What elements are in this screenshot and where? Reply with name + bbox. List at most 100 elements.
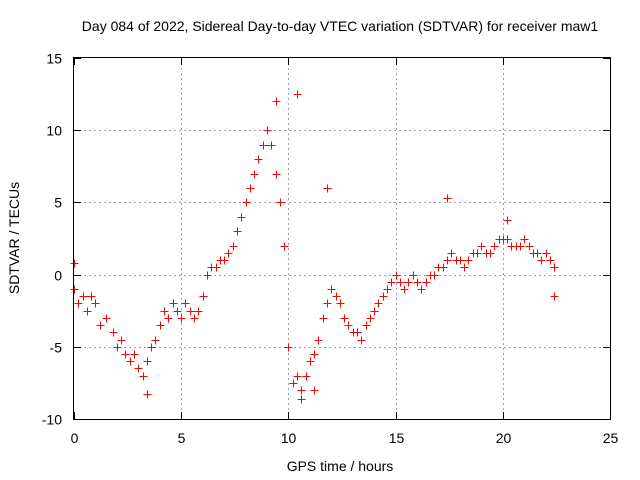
data-point: [293, 372, 302, 381]
data-point: [464, 256, 473, 265]
data-point: [400, 285, 409, 294]
data-point: [422, 278, 431, 287]
y-tick-label: 10: [46, 123, 62, 139]
data-point: [203, 271, 212, 280]
data-point: [233, 227, 242, 236]
data-point: [332, 292, 341, 301]
data-point: [404, 278, 413, 287]
data-point: [306, 357, 315, 366]
data-point: [537, 256, 546, 265]
data-point: [173, 307, 182, 316]
data-point: [263, 126, 272, 135]
data-point: [383, 285, 392, 294]
data-point: [516, 242, 525, 251]
data-point: [525, 242, 534, 251]
data-point: [490, 242, 499, 251]
data-point: [194, 307, 203, 316]
data-point: [74, 299, 83, 308]
data-point: [473, 249, 482, 258]
data-point: [379, 292, 388, 301]
x-tick-label: 25: [603, 430, 619, 446]
data-point: [164, 314, 173, 323]
data-point: [70, 285, 79, 294]
data-point: [212, 263, 221, 272]
x-tick-label: 10: [281, 430, 297, 446]
data-point: [310, 386, 319, 395]
x-tick-label: 15: [389, 430, 405, 446]
data-point: [190, 314, 199, 323]
y-tick-label: 5: [54, 195, 62, 211]
x-tick-label: 0: [71, 430, 79, 446]
data-point: [550, 263, 559, 272]
data-point: [413, 278, 422, 287]
data-point: [297, 395, 306, 404]
data-point: [87, 292, 96, 301]
data-point: [289, 379, 298, 388]
data-point: [550, 292, 559, 301]
x-tick-labels: 0 5 10 15 20 25: [71, 430, 619, 446]
data-point: [237, 213, 246, 222]
data-point: [143, 357, 152, 366]
data-point: [186, 307, 195, 316]
data-point: [272, 170, 281, 179]
data-point: [139, 372, 148, 381]
data-point: [310, 350, 319, 359]
data-point: [121, 350, 130, 359]
data-point: [417, 285, 426, 294]
data-point: [79, 292, 88, 301]
y-tick-label: -10: [42, 412, 62, 428]
data-point: [357, 336, 366, 345]
data-point: [220, 256, 229, 265]
data-point: [224, 249, 233, 258]
data-point: [254, 155, 263, 164]
data-point: [297, 386, 306, 395]
data-point: [284, 343, 293, 352]
data-point: [439, 263, 448, 272]
data-point: [456, 256, 465, 265]
data-point: [83, 307, 92, 316]
data-point: [374, 299, 383, 308]
data-point: [91, 299, 100, 308]
data-point: [533, 249, 542, 258]
data-point: [151, 336, 160, 345]
data-point: [366, 314, 375, 323]
data-point: [486, 249, 495, 258]
data-point: [259, 141, 268, 150]
y-tick-label: 0: [54, 268, 62, 284]
chart-title: Day 084 of 2022, Sidereal Day-to-day VTE…: [82, 18, 599, 34]
data-point: [250, 170, 259, 179]
data-point: [169, 299, 178, 308]
data-point: [181, 299, 190, 308]
data-point: [430, 271, 439, 280]
data-point: [409, 271, 418, 280]
data-point: [460, 263, 469, 272]
data-point: [319, 314, 328, 323]
data-point: [323, 299, 332, 308]
data-point: [130, 350, 139, 359]
data-point: [503, 216, 512, 225]
data-point: [323, 184, 332, 193]
data-point: [147, 343, 156, 352]
data-point: [477, 242, 486, 251]
data-point: [392, 271, 401, 280]
data-point: [327, 285, 336, 294]
data-point: [503, 235, 512, 244]
data-point: [246, 184, 255, 193]
data-point: [117, 336, 126, 345]
data-point: [344, 321, 353, 330]
plot-frame: [73, 57, 611, 420]
data-point: [443, 256, 452, 265]
y-tick-label: 15: [46, 51, 62, 67]
data-point: [96, 321, 105, 330]
data-point: [102, 314, 111, 323]
data-point: [340, 314, 349, 323]
x-tick-label: 20: [496, 430, 512, 446]
y-tick-labels: -10 -5 0 5 10 15: [42, 51, 62, 428]
data-point: [370, 307, 379, 316]
y-axis-label: SDTVAR / TECUs: [6, 182, 22, 294]
data-point: [160, 307, 169, 316]
data-point: [134, 364, 143, 373]
data-point: [387, 278, 396, 287]
x-axis-label: GPS time / hours: [287, 458, 394, 474]
data-point: [280, 242, 289, 251]
